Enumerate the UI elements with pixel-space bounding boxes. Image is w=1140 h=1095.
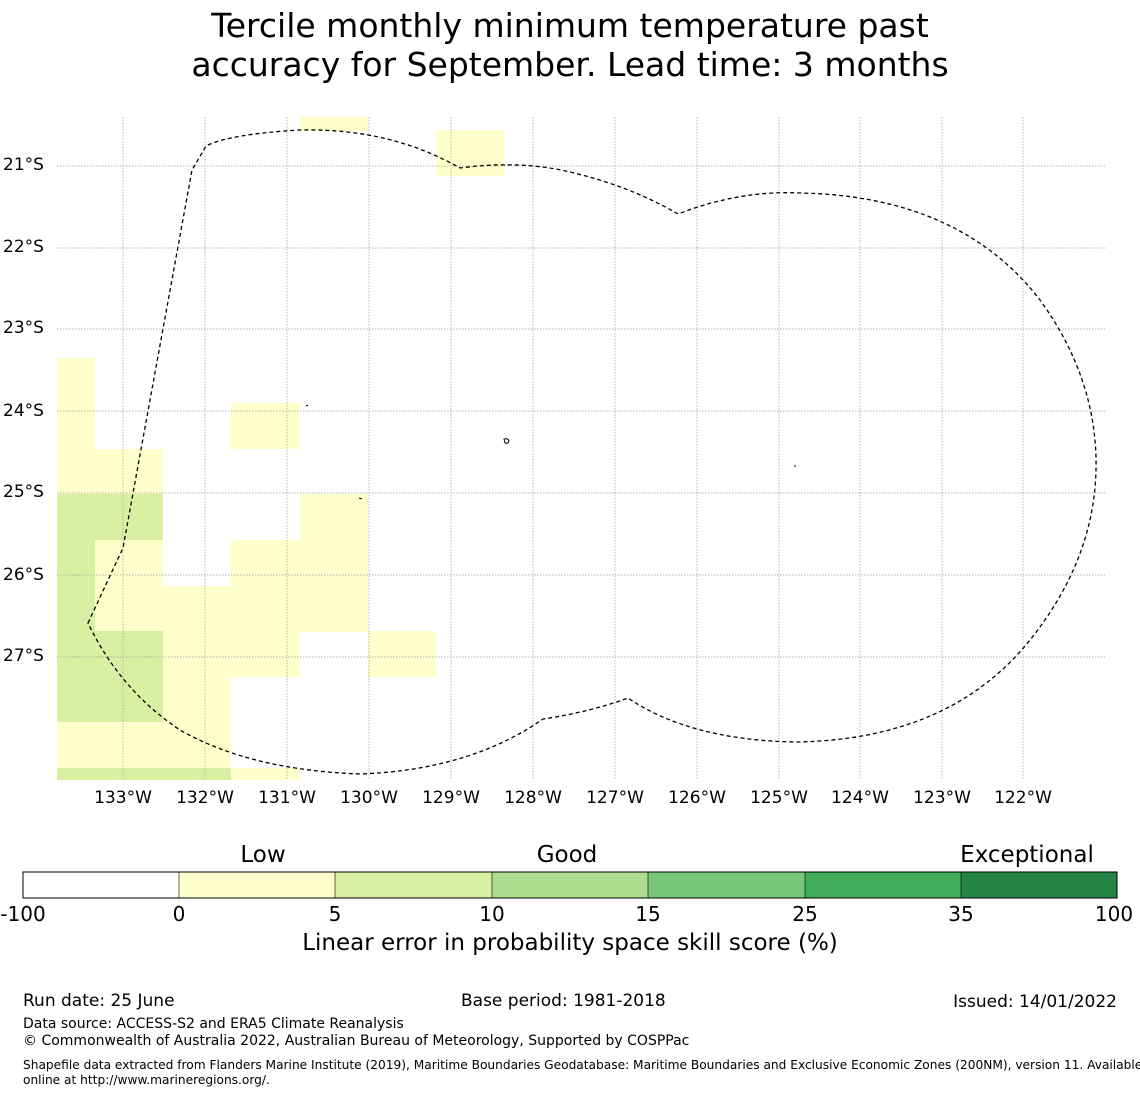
title-line-1: Tercile monthly minimum temperature past: [211, 6, 929, 45]
data-source: Data source: ACCESS-S2 and ERA5 Climate …: [23, 1016, 404, 1032]
skill-cell: [57, 768, 231, 780]
colorbar-tick: 5: [328, 902, 342, 926]
gridlines: [57, 117, 1105, 780]
colorbar-tick: 15: [635, 902, 661, 926]
lat-label: 21°S: [3, 155, 44, 175]
base-period: Base period: 1981-2018: [461, 991, 666, 1011]
skill-cell: [231, 631, 300, 677]
lat-label: 25°S: [3, 482, 44, 502]
lat-label: 26°S: [3, 565, 44, 585]
lon-label: 123°W: [913, 788, 971, 808]
skill-cell: [231, 768, 300, 780]
lon-label: 132°W: [176, 788, 234, 808]
run-date: Run date: 25 June: [23, 991, 175, 1011]
colorbar-segment: [492, 872, 648, 898]
colorbar-segment: [335, 872, 492, 898]
chart-title: Tercile monthly minimum temperature past…: [0, 6, 1140, 84]
colorbar-tick: 35: [948, 902, 974, 926]
skill-cell: [163, 586, 231, 678]
colorbar-tick: 10: [479, 902, 505, 926]
copyright: © Commonwealth of Australia 2022, Austra…: [23, 1033, 690, 1049]
skill-cell: [436, 130, 504, 176]
colorbar-category-exceptional: Exceptional: [960, 842, 1094, 868]
lon-label: 125°W: [750, 788, 808, 808]
title-line-2: accuracy for September. Lead time: 3 mon…: [191, 45, 949, 84]
skill-cell: [57, 722, 231, 768]
colorbar-category-good: Good: [536, 842, 598, 868]
skill-cell: [57, 449, 163, 494]
issued-date: Issued: 14/01/2022: [953, 992, 1117, 1012]
lon-label: 128°W: [504, 788, 562, 808]
skill-cell: [163, 677, 231, 722]
lat-label: 22°S: [3, 237, 44, 257]
lon-label: 131°W: [258, 788, 316, 808]
skill-cell: [57, 631, 163, 722]
shapefile-credit-line-1: Shapefile data extracted from Flanders M…: [23, 1058, 1140, 1072]
islands: [305, 404, 796, 500]
skill-cell: [368, 631, 436, 677]
shapefile-credit-line-2: online at http://www.marineregions.org/.: [23, 1073, 270, 1087]
island-marker: [358, 497, 363, 500]
colorbar-segment: [179, 872, 335, 898]
lon-label: 133°W: [94, 788, 152, 808]
lon-label: 126°W: [668, 788, 726, 808]
island-marker: [503, 438, 510, 444]
colorbar-tick: 25: [792, 902, 818, 926]
colorbar-segment: [648, 872, 805, 898]
skill-cell: [57, 540, 95, 631]
colorbar: [22, 871, 1118, 899]
colorbar-category-low: Low: [240, 842, 286, 868]
lat-label: 24°S: [3, 401, 44, 421]
colorbar-tick: 100: [1094, 902, 1134, 926]
skill-cells: [57, 117, 504, 780]
lon-label: 122°W: [994, 788, 1052, 808]
lat-label: 23°S: [3, 318, 44, 338]
colorbar-tick: 0: [172, 902, 186, 926]
colorbar-title: Linear error in probability space skill …: [302, 930, 838, 956]
lat-label: 27°S: [3, 646, 44, 666]
skill-cell: [231, 540, 368, 632]
skill-cell: [231, 403, 300, 449]
colorbar-frame: [22, 871, 1118, 899]
skill-cell: [300, 494, 368, 540]
lon-label: 129°W: [422, 788, 480, 808]
lon-label: 130°W: [340, 788, 398, 808]
colorbar-segment: [23, 872, 179, 898]
lon-label: 127°W: [586, 788, 644, 808]
eez-boundary: [87, 129, 1097, 775]
skill-cell: [57, 358, 95, 450]
lon-label: 124°W: [831, 788, 889, 808]
skill-cell: [57, 494, 163, 540]
skill-cell: [300, 117, 368, 131]
skill-cell: [95, 540, 163, 631]
island-marker: [305, 404, 309, 407]
colorbar-segment: [805, 872, 961, 898]
colorbar-segment: [961, 872, 1117, 898]
colorbar-tick: -100: [0, 902, 46, 926]
